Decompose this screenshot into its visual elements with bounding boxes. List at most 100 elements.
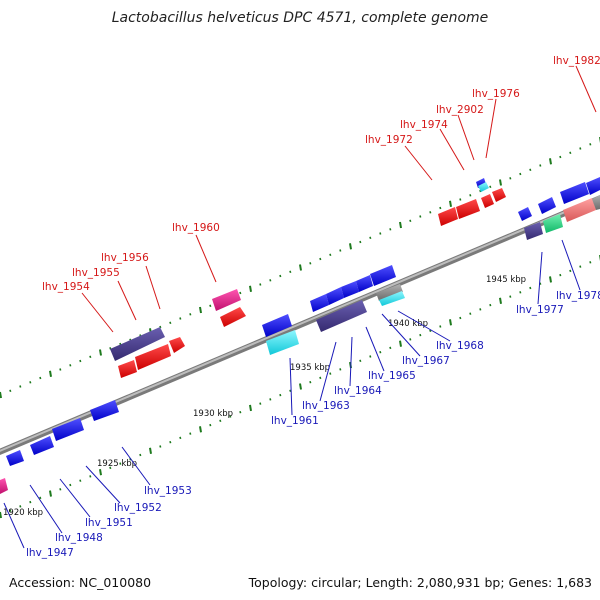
tick-mark <box>269 398 272 401</box>
tick-mark <box>379 232 382 235</box>
tick-mark <box>349 243 352 250</box>
tick-mark <box>429 211 432 214</box>
gene-label: lhv_1963 <box>302 400 350 412</box>
gene-label: lhv_2902 <box>436 104 484 116</box>
gene-label: lhv_1961 <box>271 415 319 427</box>
gene-block <box>370 265 396 286</box>
tick-mark <box>209 304 212 308</box>
tick-mark <box>89 355 92 359</box>
tick-mark <box>499 179 502 186</box>
gene-label: lhv_1978 <box>556 290 600 302</box>
gene-block <box>310 294 329 312</box>
tick-mark <box>589 261 592 264</box>
gene-label: lhv_1947 <box>26 547 74 559</box>
reverse-gene-labels: lhv_1947 lhv_1948 lhv_1951 lhv_1952 lhv_… <box>26 290 600 559</box>
gene-label: lhv_1960 <box>172 222 220 234</box>
scale-labels: 1920 kbp 1925 kbp 1930 kbp 1935 kbp 1940… <box>3 275 526 518</box>
tick-mark <box>489 185 492 189</box>
gene-block <box>0 478 8 494</box>
gene-block <box>438 207 458 226</box>
tick-mark <box>329 372 332 375</box>
tick-mark <box>519 291 522 294</box>
tick-mark <box>119 462 122 465</box>
gene-label: lhv_1965 <box>368 370 416 382</box>
tick-mark <box>159 325 162 329</box>
gene-block <box>456 199 480 219</box>
gene-label: lhv_1953 <box>144 485 192 497</box>
tick-mark <box>239 410 242 414</box>
tick-mark <box>509 177 512 180</box>
tick-mark <box>99 349 102 356</box>
tick-mark <box>479 308 482 311</box>
scale-label: 1940 kbp <box>388 319 428 329</box>
gene-block <box>52 418 84 441</box>
tick-row-outer <box>0 137 600 399</box>
tick-mark <box>259 283 262 286</box>
gene-block <box>341 281 359 298</box>
tick-mark <box>99 469 102 476</box>
gene-block <box>586 177 600 195</box>
tick-mark <box>369 355 372 358</box>
gene-block <box>6 450 24 466</box>
gene-label: lhv_1982 <box>553 55 600 67</box>
tick-mark <box>419 215 422 218</box>
gene-block <box>220 307 246 327</box>
tick-mark <box>309 380 312 384</box>
tick-mark <box>289 270 292 274</box>
forward-gene-labels: lhv_1954 lhv_1955 lhv_1956 lhv_1960 lhv_… <box>42 55 600 293</box>
tick-mark <box>359 359 362 363</box>
tick-mark <box>309 262 312 265</box>
gene-label: lhv_1976 <box>472 88 520 100</box>
tick-mark <box>319 376 322 380</box>
tick-mark <box>199 426 202 433</box>
tick-mark <box>109 466 112 470</box>
tick-mark <box>49 370 52 377</box>
tick-mark <box>69 364 72 367</box>
tick-mark <box>339 368 342 371</box>
gene-label: lhv_1951 <box>85 517 133 529</box>
tick-mark <box>359 240 362 244</box>
tick-mark <box>239 291 242 295</box>
tick-mark <box>589 143 592 146</box>
tick-mark <box>519 172 522 176</box>
tick-mark <box>139 453 142 457</box>
tick-mark <box>459 316 462 320</box>
tick-mark <box>279 393 282 397</box>
tick-mark <box>19 505 22 508</box>
tick-row-inner <box>0 255 600 519</box>
gene-block <box>316 300 367 332</box>
tick-mark <box>549 158 552 165</box>
gene-block <box>356 275 373 292</box>
tick-mark <box>219 419 222 423</box>
tick-mark <box>299 264 302 271</box>
tick-mark <box>89 475 92 478</box>
gene-block <box>169 337 185 353</box>
gene-block <box>476 178 486 188</box>
tick-mark <box>179 317 182 320</box>
tick-mark <box>409 219 412 223</box>
tick-mark <box>339 249 342 252</box>
gene-block <box>592 195 600 210</box>
gene-block <box>478 182 489 192</box>
tick-mark <box>79 479 82 482</box>
tick-mark <box>409 338 412 341</box>
tick-mark <box>529 168 532 172</box>
gene-label: lhv_1972 <box>365 134 413 146</box>
tick-mark <box>189 313 192 316</box>
gene-block <box>212 289 241 311</box>
tick-mark <box>229 415 232 418</box>
tick-mark <box>469 194 472 197</box>
tick-mark <box>579 265 582 268</box>
tick-mark <box>79 359 82 363</box>
gene-label: lhv_1948 <box>55 532 103 544</box>
tick-mark <box>509 295 512 298</box>
tick-mark <box>499 297 502 304</box>
gene-block <box>376 284 403 301</box>
tick-mark <box>209 423 212 427</box>
tick-mark <box>29 500 32 504</box>
tick-mark <box>399 221 402 229</box>
tick-mark <box>59 368 62 371</box>
gene-label: lhv_1956 <box>101 252 149 264</box>
